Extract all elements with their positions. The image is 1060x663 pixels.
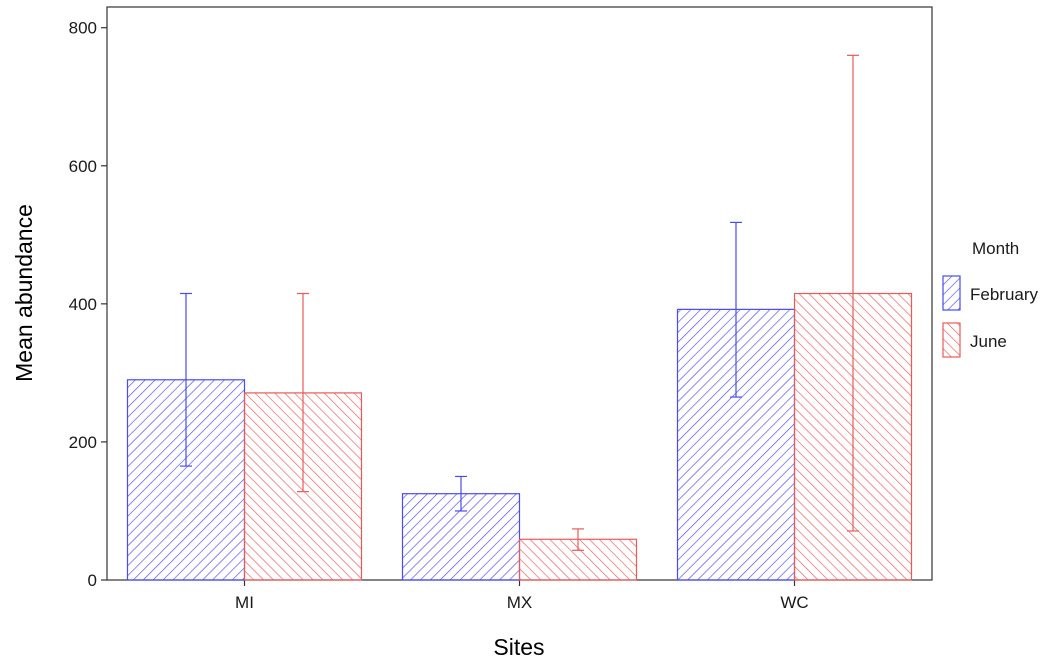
legend-item-february: February <box>942 275 1039 311</box>
legend-swatch-june <box>942 322 961 358</box>
legend: Month February June <box>942 239 1039 358</box>
error-bars <box>180 54 859 551</box>
error-bar-wc-february <box>730 221 742 398</box>
legend-item-june: June <box>942 322 1007 358</box>
x-tick-label-wc: WC <box>780 593 808 612</box>
error-bar-mi-june <box>297 292 309 493</box>
error-bar-mi-february <box>180 292 192 467</box>
legend-label-june: June <box>970 332 1007 351</box>
error-bar-mx-february <box>455 475 467 512</box>
error-bar-wc-june <box>847 54 859 532</box>
y-tick-label: 400 <box>69 295 97 314</box>
x-tick-label-mx: MX <box>507 593 533 612</box>
y-axis: 0 200 400 600 800 <box>69 19 107 590</box>
legend-label-february: February <box>970 285 1039 304</box>
bar-mi-february <box>126 379 246 581</box>
legend-title: Month <box>972 239 1019 258</box>
error-bar-mx-june <box>572 528 584 551</box>
y-tick-label: 600 <box>69 157 97 176</box>
legend-swatch-february <box>942 275 961 311</box>
x-tick-label-mi: MI <box>235 593 254 612</box>
x-axis: MI MX WC <box>235 580 809 612</box>
bars <box>126 292 913 581</box>
y-tick-label: 800 <box>69 19 97 38</box>
y-axis-title: Mean abundance <box>11 204 37 382</box>
y-tick-label: 0 <box>88 571 97 590</box>
x-axis-title: Sites <box>493 634 544 660</box>
legend-items: February June <box>942 275 1039 358</box>
y-tick-label: 200 <box>69 433 97 452</box>
